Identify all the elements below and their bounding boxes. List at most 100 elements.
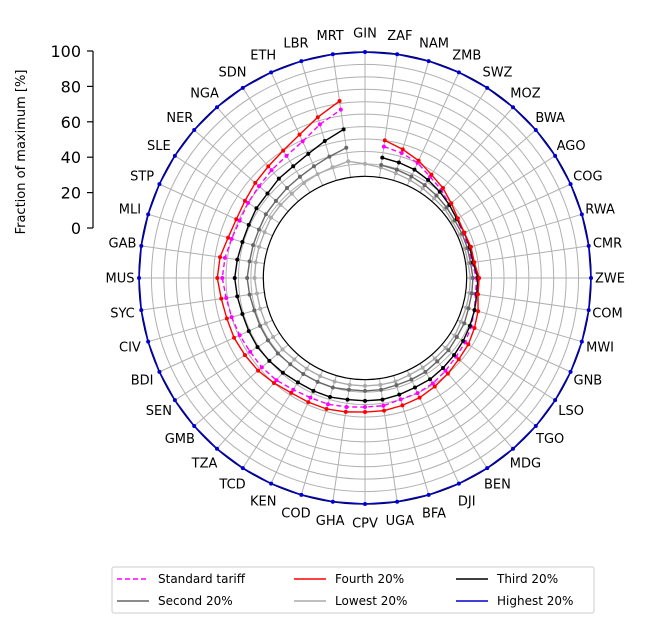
grid-spoke — [141, 291, 265, 311]
data-point — [308, 395, 313, 400]
data-point — [382, 138, 387, 143]
data-point — [266, 164, 271, 169]
category-label: ZWE — [595, 272, 625, 287]
grid-ring — [225, 138, 505, 418]
data-point — [456, 70, 461, 75]
data-point — [146, 339, 151, 344]
data-point — [432, 196, 437, 201]
data-point — [423, 369, 428, 374]
data-point — [269, 168, 274, 173]
data-point — [247, 259, 252, 264]
data-point — [291, 164, 296, 169]
data-point — [271, 381, 276, 386]
y-tick-label: 40 — [61, 148, 81, 167]
data-point — [485, 85, 490, 90]
data-point — [462, 321, 467, 326]
data-point — [304, 366, 309, 371]
data-point — [255, 345, 260, 350]
data-point — [420, 186, 425, 191]
category-label: NAM — [419, 36, 449, 51]
data-point — [434, 193, 439, 198]
data-point — [232, 335, 237, 340]
y-tick-label: 60 — [61, 113, 81, 132]
data-point — [344, 404, 349, 409]
data-point — [218, 255, 223, 260]
grid-spoke — [457, 183, 571, 237]
data-point — [256, 368, 261, 373]
data-point — [472, 308, 477, 313]
grid-spoke — [465, 245, 589, 265]
data-point — [232, 276, 237, 280]
category-label: BEN — [484, 478, 511, 493]
data-point — [553, 398, 558, 403]
grid-spoke — [174, 155, 280, 224]
category-label: SEN — [146, 404, 172, 419]
data-point — [393, 379, 398, 384]
legend-label: Highest 20% — [497, 594, 573, 608]
data-point — [409, 377, 414, 382]
category-label: COM — [592, 306, 623, 321]
data-point — [426, 59, 431, 64]
data-point — [311, 164, 316, 169]
data-point — [449, 201, 454, 206]
grid-spoke — [148, 213, 268, 250]
data-point — [262, 230, 267, 235]
category-label: GMB — [165, 432, 195, 447]
grid-spoke — [193, 129, 289, 212]
data-point — [291, 387, 296, 392]
data-point — [446, 348, 451, 353]
data-point — [477, 276, 482, 280]
grid-spoke — [159, 183, 273, 237]
data-point — [325, 402, 330, 407]
data-point — [456, 357, 461, 362]
data-point — [381, 403, 386, 408]
data-point — [245, 276, 250, 280]
data-point — [568, 182, 573, 187]
data-point — [192, 423, 197, 428]
y-tick-label: 80 — [61, 77, 81, 96]
data-point — [456, 481, 461, 486]
data-point — [224, 295, 229, 300]
data-point — [476, 309, 481, 314]
data-point — [235, 257, 240, 262]
data-point — [458, 319, 463, 324]
data-point — [472, 260, 477, 265]
data-point — [346, 387, 351, 392]
data-point — [533, 128, 538, 133]
data-point — [380, 397, 385, 402]
data-point — [393, 171, 398, 176]
data-point — [397, 392, 402, 397]
data-point — [306, 400, 311, 405]
data-point — [301, 372, 306, 377]
data-point — [400, 147, 405, 152]
data-point — [382, 408, 387, 413]
data-point — [430, 381, 435, 386]
grid-spoke — [457, 319, 571, 373]
data-point — [415, 391, 420, 396]
data-point — [284, 153, 289, 158]
data-point — [226, 235, 231, 240]
data-point — [395, 52, 400, 57]
data-point — [274, 378, 279, 383]
data-point — [417, 395, 422, 400]
grid-spoke — [193, 344, 289, 427]
data-point — [363, 50, 367, 54]
data-point — [510, 105, 515, 110]
category-label: BDI — [131, 373, 154, 388]
data-point — [247, 292, 252, 297]
data-point — [246, 222, 251, 227]
data-point — [395, 499, 400, 504]
data-point — [289, 191, 294, 196]
data-point — [157, 369, 162, 374]
category-label: DJI — [458, 494, 476, 509]
data-point — [240, 312, 245, 317]
data-point — [472, 325, 477, 330]
data-point — [281, 148, 286, 153]
data-point — [412, 167, 417, 172]
data-point — [257, 184, 262, 189]
data-point — [222, 255, 227, 260]
data-point — [345, 397, 350, 402]
data-point — [265, 338, 270, 343]
grid-spoke — [441, 129, 537, 212]
data-point — [452, 353, 457, 358]
